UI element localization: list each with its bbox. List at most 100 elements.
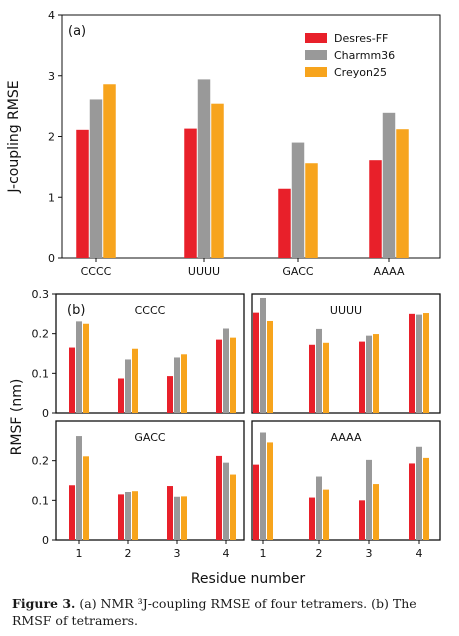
panel-b-aaaa-xtick-label-0: 1 [260, 547, 267, 560]
panel-b-gacc-bar-1-3 [83, 456, 89, 540]
panel-b-cccc-bar-1-3 [83, 323, 89, 413]
panel-b-gacc-ytick-label-0: 0 [42, 534, 49, 547]
panel-a-bar-aaaa-1 [369, 160, 382, 258]
panel-b-uuuu-bar-1-1 [253, 312, 259, 413]
panel-b-aaaa-bar-1-3 [267, 442, 273, 540]
panel-b-aaaa-bar-2-1 [309, 497, 315, 540]
panel-b-cccc-bar-2-2 [125, 359, 131, 413]
panel-b-gacc-bar-2-2 [125, 492, 131, 540]
legend-label-2: Charmm36 [334, 49, 395, 62]
panel-b-cccc-bar-2-1 [118, 378, 124, 413]
panel-a-bar-cccc-2 [89, 99, 103, 258]
panel-a-bar-cccc-1 [76, 129, 89, 258]
panel-a-ytick-label-1: 1 [48, 191, 55, 204]
panel-b-uuuu-bar-3-2 [366, 335, 372, 413]
panel-b-aaaa-bar-4-3 [423, 457, 429, 540]
panel-a-xtick-label-0: CCCC [81, 265, 112, 278]
panel-b-gacc-ytick-label-2: 0.2 [32, 455, 50, 468]
panel-b-cccc-ytick-label-3: 0.3 [32, 288, 50, 301]
panel-b-aaaa-bar-2-3 [323, 489, 329, 540]
panel-b-aaaa-bar-1-2 [260, 432, 266, 540]
panel-a-xtick-label-3: AAAA [373, 265, 404, 278]
panel-b-aaaa-bar-3-1 [359, 500, 365, 540]
figure: 0 1 2 3 4 J-coupling RMSE (a) CCCC UUUU GACC AAAA D… [6, 9, 441, 587]
panel-b-uuuu-title: UUUU [330, 304, 362, 317]
panel-a-label: (a) [68, 24, 86, 39]
panel-b-cccc-ytick-label-2: 0.2 [32, 328, 50, 341]
panel-b-cccc-frame [55, 293, 245, 414]
panel-b-gacc-ytick-label-1: 0.1 [32, 494, 50, 507]
panel-a-bar-aaaa-3 [396, 129, 409, 258]
panel-a-bar-uuuu-2 [197, 79, 211, 259]
panel-b-uuuu-bar-2-2 [316, 328, 322, 413]
panel-b-ylabel: RMSF (nm) [9, 379, 25, 456]
panel-a-ytick-label-0: 0 [48, 252, 55, 265]
panel-b-gacc-bar-3-1 [167, 486, 173, 540]
panel-b-cccc-bar-4-3 [230, 337, 236, 413]
panel-b-cccc-ytick-label-0: 0 [42, 407, 49, 420]
panel-b-aaaa-xtick-label-2: 3 [366, 547, 373, 560]
panel-b-aaaa-bar-3-2 [366, 459, 372, 540]
panel-b-gacc-title: GACC [134, 431, 166, 444]
panel-b-gacc-xtick-label-3: 4 [223, 547, 230, 560]
panel-b-aaaa-bar-1-1 [253, 464, 259, 540]
panel-b-gacc-bar-4-3 [230, 474, 236, 540]
panel-b-gacc-bar-4-2 [223, 462, 229, 540]
panel-b-uuuu-bar-3-3 [373, 334, 379, 413]
panel-b-aaaa-xtick-label-1: 2 [316, 547, 323, 560]
panel-b-gacc-bar-1-2 [76, 436, 82, 540]
panel-b-uuuu-bar-2-3 [323, 342, 329, 413]
panel-a-ytick-label-2: 2 [48, 131, 55, 144]
panel-a-bar-gacc-3 [305, 163, 318, 258]
panel-b-uuuu-bar-4-1 [409, 313, 415, 413]
panel-b-cccc-title: CCCC [135, 304, 166, 317]
figure-caption: Figure 3. (a) NMR ³J-coupling RMSE of fo… [12, 595, 452, 629]
panel-a-bar-gacc-2 [291, 142, 305, 258]
panel-b-label: (b) [67, 303, 85, 318]
panel-b-gacc-bar-1-1 [69, 485, 75, 540]
panel-b-aaaa-bar-4-2 [416, 446, 422, 540]
panel-a-ytick-label-4: 4 [48, 9, 55, 22]
legend-label-1: Desres-FF [334, 32, 388, 45]
panel-b-uuuu-bar-4-2 [416, 314, 422, 413]
panel-b-cccc-bar-4-1 [216, 339, 222, 413]
panel-a-bar-uuuu-1 [184, 128, 197, 258]
panel-b-aaaa-bar-2-2 [316, 476, 322, 540]
panel-b-aaaa-xtick-label-3: 4 [416, 547, 423, 560]
panel-a-ytick-label-3: 3 [48, 70, 55, 83]
panel-b-gacc-frame [55, 420, 245, 541]
panel-b-cccc-bar-3-3 [181, 354, 187, 413]
legend-swatch-1 [305, 33, 327, 43]
panel-b-aaaa-frame [251, 420, 441, 541]
legend-swatch-2 [305, 50, 327, 60]
panel-b-cccc-bar-3-1 [167, 376, 173, 413]
panel-b-cccc-bar-3-2 [174, 357, 180, 413]
panel-b-gacc-bar-2-1 [118, 494, 124, 540]
panel-a-bar-gacc-1 [278, 188, 291, 258]
panel-b-gacc-bar-2-3 [132, 491, 138, 540]
panel-b-gacc-xtick-label-0: 1 [76, 547, 83, 560]
legend-swatch-3 [305, 67, 327, 77]
panel-b-gacc-bar-3-3 [181, 496, 187, 540]
panel-b-xlabel: Residue number [191, 571, 306, 587]
panel-b-gacc-xtick-label-2: 3 [174, 547, 181, 560]
panel-a-bar-cccc-3 [103, 84, 116, 258]
panel-b-gacc-bar-3-2 [174, 496, 180, 540]
panel-a-bar-uuuu-3 [211, 103, 224, 258]
panel-b-cccc-bar-2-3 [132, 348, 138, 413]
panel-b-aaaa-bar-3-3 [373, 484, 379, 540]
legend-label-3: Creyon25 [334, 66, 387, 79]
panel-a-ylabel: J-coupling RMSE [6, 80, 22, 193]
panel-a-xtick-label-1: UUUU [188, 265, 220, 278]
panel-b-cccc-bar-1-1 [69, 347, 75, 413]
panel-b-aaaa-bar-4-1 [409, 463, 415, 540]
panel-a-bar-aaaa-2 [382, 112, 396, 259]
panel-b-uuuu-frame [251, 293, 441, 414]
panel-b-cccc-bar-4-2 [223, 328, 229, 413]
panel-b-cccc-ytick-label-1: 0.1 [32, 367, 50, 380]
caption-text: (a) NMR ³J-coupling RMSE of four tetrame… [12, 596, 417, 628]
panel-b-uuuu-bar-3-1 [359, 341, 365, 413]
panel-a-xtick-label-2: GACC [282, 265, 314, 278]
panel-b-gacc-xtick-label-1: 2 [125, 547, 132, 560]
panel-b-aaaa-title: AAAA [330, 431, 361, 444]
